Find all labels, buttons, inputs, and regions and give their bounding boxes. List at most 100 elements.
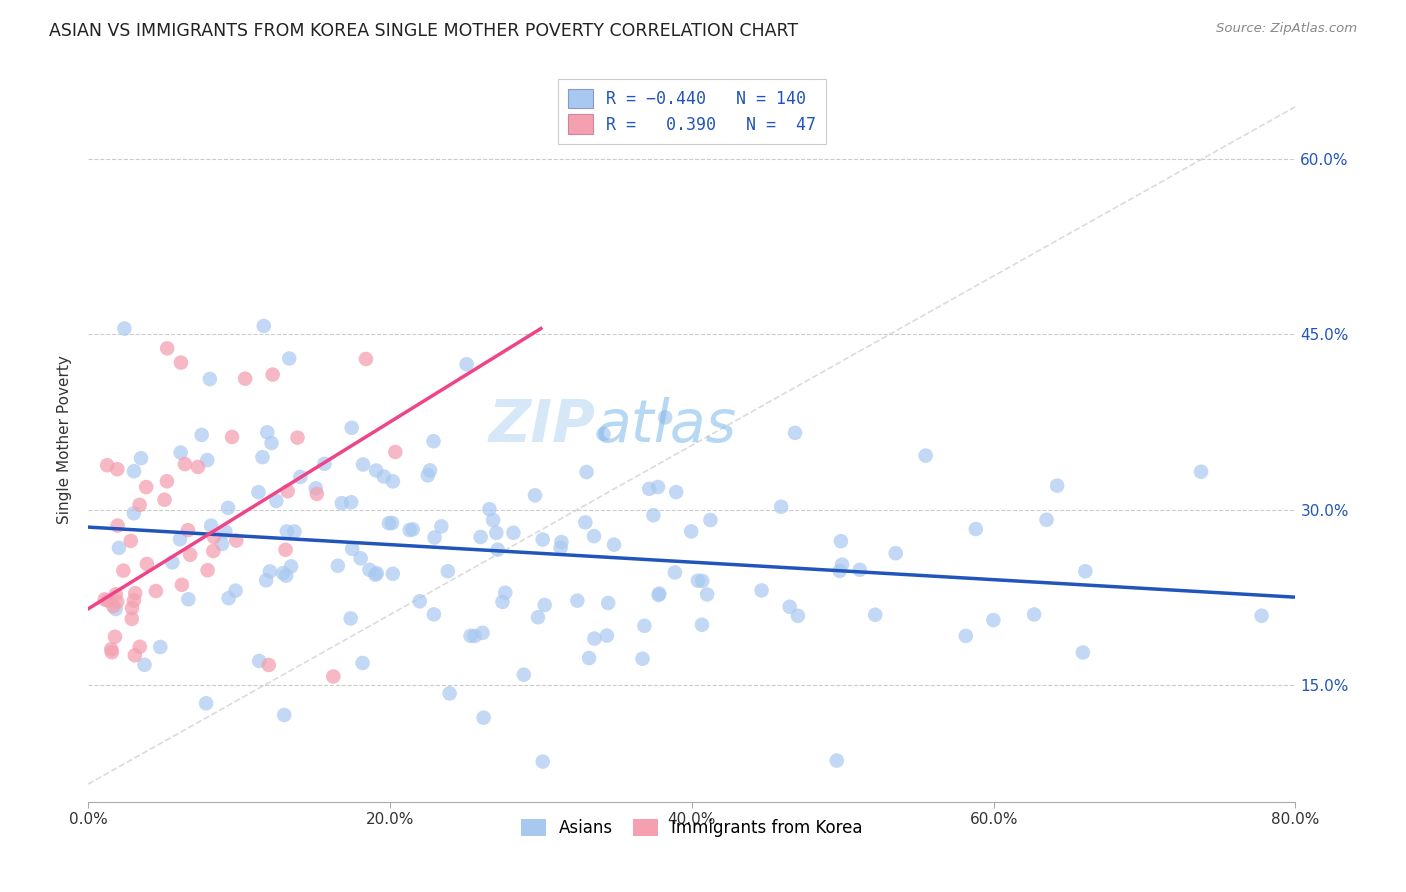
Point — [233, 372, 256, 386]
Point — [524, 488, 547, 502]
Point — [266, 494, 288, 508]
Point — [195, 696, 218, 710]
Point — [472, 711, 495, 725]
Point — [128, 640, 150, 654]
Point — [638, 482, 661, 496]
Point — [214, 524, 236, 539]
Point — [352, 656, 374, 670]
Point — [122, 593, 145, 607]
Point — [631, 651, 654, 665]
Point — [177, 592, 200, 607]
Point — [699, 513, 721, 527]
Point — [965, 522, 987, 536]
Point — [831, 558, 853, 572]
Point — [643, 508, 665, 523]
Point — [686, 574, 709, 588]
Point — [786, 608, 808, 623]
Point — [381, 566, 404, 581]
Point — [770, 500, 793, 514]
Point — [783, 425, 806, 440]
Point — [531, 755, 554, 769]
Point — [179, 548, 201, 562]
Point — [423, 607, 446, 622]
Point — [352, 458, 374, 472]
Point — [550, 541, 572, 555]
Point — [373, 469, 395, 483]
Point — [647, 480, 669, 494]
Point — [482, 513, 505, 527]
Point — [583, 632, 606, 646]
Legend: Asians, Immigrants from Korea: Asians, Immigrants from Korea — [515, 813, 870, 844]
Y-axis label: Single Mother Poverty: Single Mother Poverty — [58, 355, 72, 524]
Point — [259, 565, 281, 579]
Point — [290, 470, 312, 484]
Point — [211, 537, 233, 551]
Point — [533, 598, 555, 612]
Point — [598, 596, 620, 610]
Point — [322, 669, 344, 683]
Point — [690, 617, 713, 632]
Point — [422, 434, 444, 449]
Point — [339, 611, 361, 625]
Point — [153, 492, 176, 507]
Point — [419, 463, 441, 477]
Point — [260, 436, 283, 450]
Point — [177, 523, 200, 537]
Point — [340, 495, 363, 509]
Point — [494, 585, 516, 599]
Point — [825, 754, 848, 768]
Point — [170, 355, 193, 369]
Text: Source: ZipAtlas.com: Source: ZipAtlas.com — [1216, 22, 1357, 36]
Point — [225, 533, 247, 548]
Point — [121, 601, 143, 615]
Point — [690, 574, 713, 588]
Point — [456, 357, 478, 371]
Point — [202, 544, 225, 558]
Point — [502, 525, 524, 540]
Point — [366, 566, 388, 581]
Point — [200, 518, 222, 533]
Point — [914, 449, 936, 463]
Point — [103, 599, 125, 614]
Point — [865, 607, 887, 622]
Point — [830, 534, 852, 549]
Point — [252, 450, 274, 464]
Point — [271, 566, 294, 581]
Point — [578, 651, 600, 665]
Point — [478, 502, 501, 516]
Point — [384, 445, 406, 459]
Point — [1035, 513, 1057, 527]
Point — [398, 523, 420, 537]
Point — [97, 593, 120, 607]
Point — [574, 516, 596, 530]
Point — [314, 457, 336, 471]
Point — [349, 551, 371, 566]
Point — [145, 584, 167, 599]
Point — [112, 564, 135, 578]
Point — [354, 351, 377, 366]
Point — [364, 567, 387, 582]
Point — [120, 533, 142, 548]
Point — [256, 425, 278, 440]
Point — [592, 427, 614, 442]
Point — [471, 625, 494, 640]
Point — [485, 525, 508, 540]
Point — [280, 559, 302, 574]
Point — [423, 531, 446, 545]
Point — [359, 563, 381, 577]
Point — [129, 451, 152, 466]
Point — [134, 657, 156, 672]
Point — [527, 610, 550, 624]
Point — [149, 640, 172, 654]
Point — [100, 642, 122, 657]
Point — [283, 524, 305, 539]
Point — [162, 555, 184, 569]
Text: ASIAN VS IMMIGRANTS FROM KOREA SINGLE MOTHER POVERTY CORRELATION CHART: ASIAN VS IMMIGRANTS FROM KOREA SINGLE MO… — [49, 22, 799, 40]
Point — [439, 686, 461, 700]
Point — [326, 558, 349, 573]
Point — [156, 341, 179, 355]
Point — [550, 535, 572, 549]
Point — [253, 318, 276, 333]
Point — [378, 516, 401, 531]
Point — [491, 595, 513, 609]
